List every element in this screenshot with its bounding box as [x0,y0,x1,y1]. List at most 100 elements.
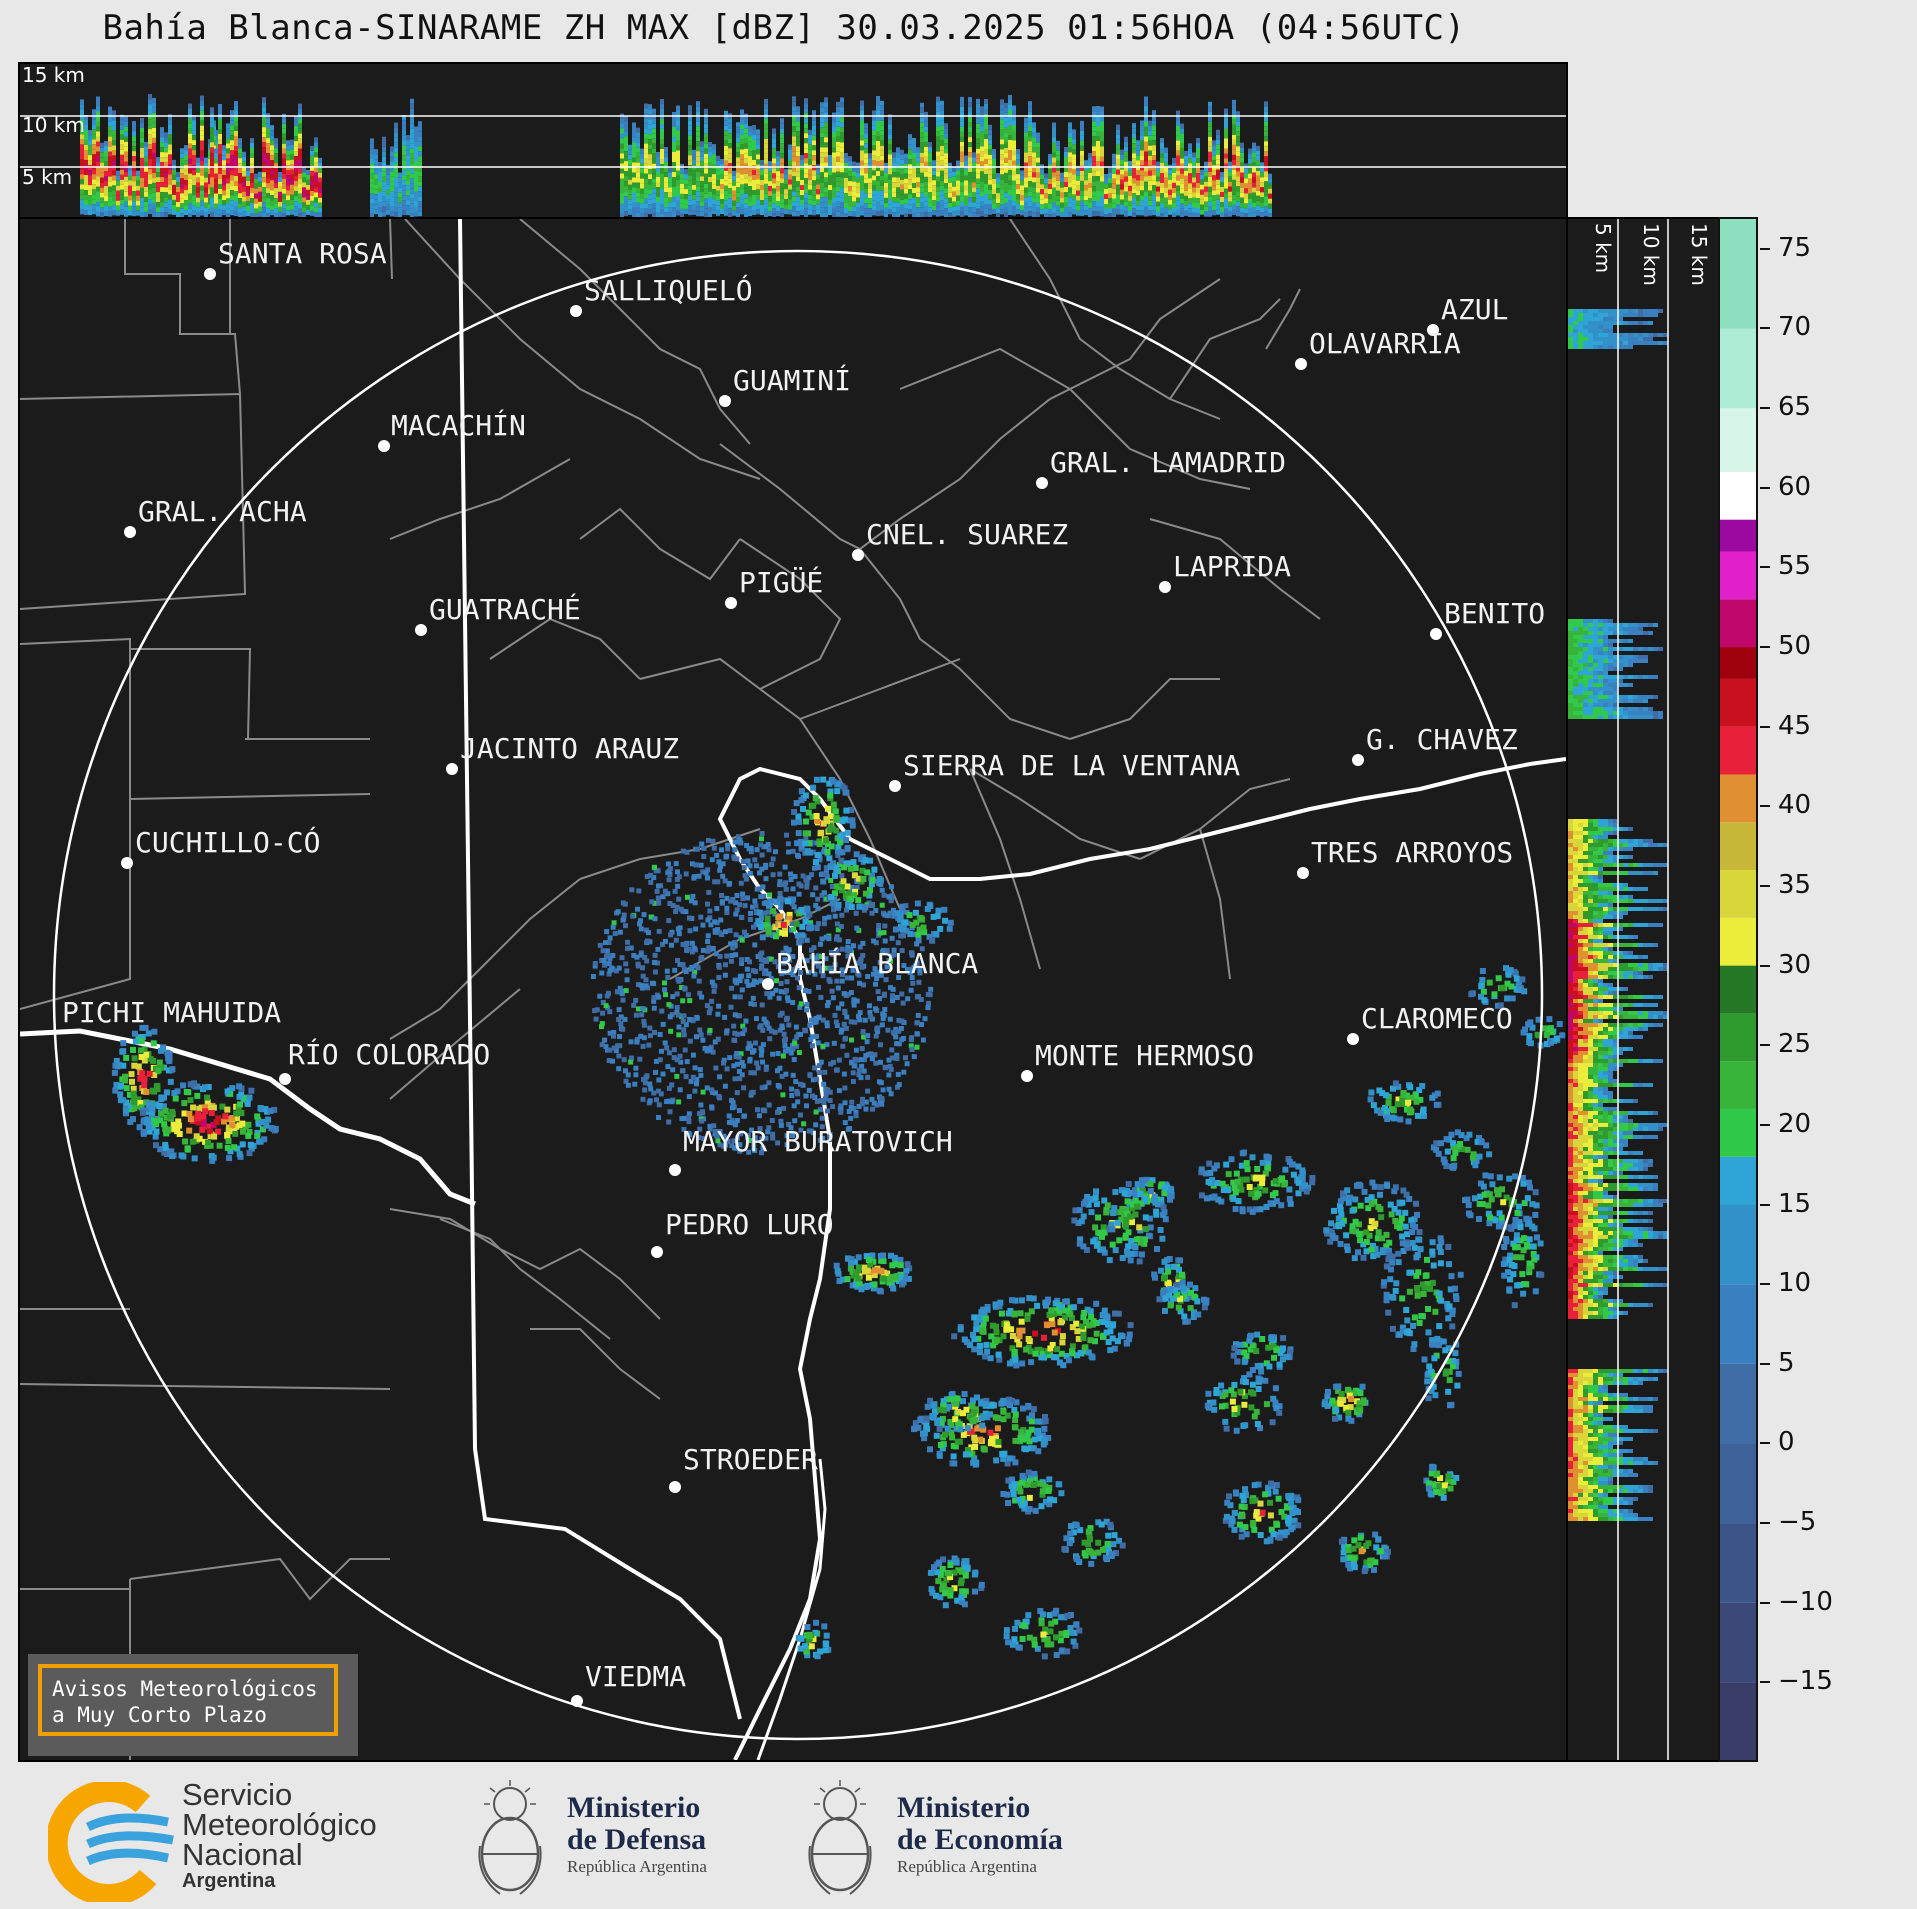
defensa-line-3: República Argentina [567,1857,707,1876]
colorbar-tick-mark [1760,407,1770,410]
height-label-5km-right: 5 km [1591,223,1615,273]
colorbar-tick-mark [1760,1044,1770,1047]
city-label-guatrache: GUATRACHÉ [429,592,581,626]
colorbar-tick-mark [1760,1442,1770,1445]
city-label-benito: BENITO [1444,597,1545,630]
colorbar-tick-label: −15 [1778,1666,1833,1697]
smn-line-3: Nacional [182,1837,303,1872]
colorbar-tick-mark [1760,1203,1770,1206]
footer-logos: Servicio Meteorológico Nacional Argentin… [0,1762,1917,1909]
colorbar-tick-label: 75 [1778,232,1812,263]
colorbar-tick-label: 15 [1778,1188,1812,1219]
colorbar-tick-label: 60 [1778,471,1812,502]
colorbar-band [1718,870,1758,918]
colorbar-tick-label: −5 [1778,1507,1817,1538]
colorbar-band [1718,599,1758,648]
colorbar-tick-label: 25 [1778,1029,1812,1060]
city-label-monte-hermoso: MONTE HERMOSO [1035,1039,1254,1072]
city-label-pigue: PIGÜÉ [739,565,823,599]
economia-text: Ministerio de Economía República Argenti… [897,1792,1063,1878]
city-label-macachin: MACACHÍN [391,408,526,442]
colorbar-band [1718,678,1758,727]
smn-logo-icon [48,1782,174,1902]
radar-echoes [111,776,1566,1660]
colorbar-band [1718,471,1758,520]
colorbar-tick-mark [1760,964,1770,967]
colorbar-tick-mark [1760,1362,1770,1365]
city-label-pedro-luro: PEDRO LURO [665,1208,834,1241]
colorbar-band [1718,1602,1758,1683]
coat-of-arms-icon [808,1780,872,1895]
city-label-claromeco: CLAROMECO [1361,1002,1513,1035]
height-label-10km: 10 km [22,113,85,137]
city-label-gral-acha: GRAL. ACHA [138,495,307,528]
coastline [717,757,1566,1760]
defensa-line-1: Ministerio [567,1791,701,1824]
city-label-cnel-suarez: CNEL. SUAREZ [866,518,1068,551]
colorbar-band [1718,551,1758,600]
colorbar-tick-mark [1760,327,1770,330]
city-label-olavarria: OLAVARRÍA [1309,326,1461,360]
colorbar-tick-mark [1760,1601,1770,1604]
colorbar-tick-mark [1760,805,1770,808]
economia-line-2: de Economía [897,1823,1063,1856]
colorbar-tick-label: 40 [1778,790,1812,821]
colorbar-tick-label: 5 [1778,1347,1795,1378]
colorbar-tick-label: 30 [1778,949,1812,980]
right-cross-section-plot: 5 km 10 km 15 km [1568,219,1711,1760]
colorbar [1718,217,1758,1762]
city-label-jacinto-arauz: JACINTO ARAUZ [460,732,679,765]
colorbar-tick-label: 20 [1778,1108,1812,1139]
defensa-line-2: de Defensa [567,1823,707,1856]
colorbar-band [1718,1284,1758,1364]
colorbar-band [1718,822,1758,871]
city-label-pichi-mahuida: PICHI MAHUIDA [62,996,281,1029]
radar-range-ring [52,249,1544,1741]
city-label-salliquelo: SALLIQUELÓ [584,273,753,307]
city-label-bahia-blanca: BAHÍA BLANCA [776,946,978,980]
city-label-rio-colorado: RÍO COLORADO [288,1037,490,1071]
city-label-azul: AZUL [1441,293,1508,326]
height-label-10km-right: 10 km [1639,223,1663,286]
colorbar-band [1718,519,1758,552]
colorbar-tick-label: 45 [1778,710,1812,741]
page-title: Bahía Blanca-SINARAME ZH MAX [dBZ] 30.03… [102,8,1466,48]
colorbar-band [1718,1363,1758,1444]
colorbar-tick-mark [1760,486,1770,489]
colorbar-band [1718,1061,1758,1109]
city-label-viedma: VIEDMA [585,1660,686,1693]
colorbar-ticks: 75 70 65 60 55 50 45 40 35 30 25 20 15 10 5 0 −5 −10 −15 [1760,217,1910,1762]
aviso-line-1: Avisos Meteorológicos [52,1677,318,1701]
colorbar-tick-mark [1760,646,1770,649]
radar-map[interactable]: SANTA ROSA SALLIQUELÓ GUAMINÍ MACACHÍN G… [18,217,1568,1762]
colorbar-band [1718,917,1758,966]
colorbar-band [1718,1523,1758,1603]
colorbar-band [1718,408,1758,472]
colorbar-band [1718,1013,1758,1062]
colorbar-tick-label: 65 [1778,392,1812,423]
colorbar-band [1718,1682,1758,1762]
radar-map-canvas: SANTA ROSA SALLIQUELÓ GUAMINÍ MACACHÍN G… [20,219,1566,1760]
rio-colorado-river [20,1028,476,1207]
colorbar-tick-label: 70 [1778,312,1812,343]
colorbar-tick-mark [1760,247,1770,250]
aviso-line-2: a Muy Corto Plazo [52,1703,267,1727]
economia-line-1: Ministerio [897,1791,1031,1824]
city-label-cuchillo-co: CUCHILLO-CÓ [135,825,320,859]
right-cross-section: 5 km 10 km 15 km [1566,217,1720,1762]
aviso-box[interactable]: Avisos Meteorológicos a Muy Corto Plazo [28,1654,358,1756]
colorbar-tick-label: 35 [1778,869,1812,900]
colorbar-tick-mark [1760,725,1770,728]
colorbar-band [1718,217,1758,329]
colorbar-tick-label: −10 [1778,1586,1833,1617]
colorbar-tick-label: 55 [1778,551,1812,582]
colorbar-tick-mark [1760,566,1770,569]
city-label-g-chavez: G. CHAVEZ [1366,723,1518,756]
city-label-guamini: GUAMINÍ [733,363,851,397]
city-markers: SANTA ROSA SALLIQUELÓ GUAMINÍ MACACHÍN G… [62,237,1545,1707]
top-cross-section: 15 km 10 km 5 km [18,62,1568,219]
city-label-mayor-buratovich: MAYOR BURATOVICH [683,1125,953,1158]
colorbar-tick-mark [1760,1283,1770,1286]
economia-line-3: República Argentina [897,1857,1037,1876]
colorbar-tick-label: 10 [1778,1268,1812,1299]
